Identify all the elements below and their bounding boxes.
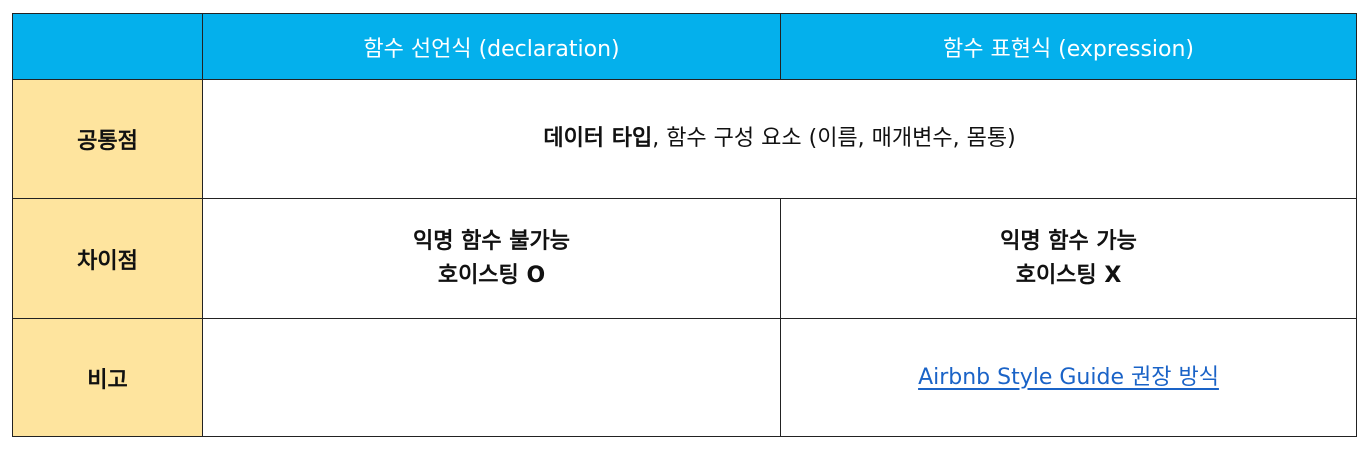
airbnb-style-guide-link[interactable]: Airbnb Style Guide 권장 방식 [918,364,1219,390]
common-cell: 데이터 타입, 함수 구성 요소 (이름, 매개변수, 몸통) [202,79,1357,199]
decl-anonymous-text: 익명 함수 불가능 [413,228,570,254]
header-row: 함수 선언식 (declaration) 함수 표현식 (expression) [12,13,1357,80]
note-declaration-cell [202,318,781,437]
decl-hoisting-text: 호이스팅 O [437,262,546,288]
expr-hoisting-text: 호이스팅 X [1015,262,1122,288]
header-expression: 함수 표현식 (expression) [780,13,1357,80]
common-bold-text: 데이터 타입 [543,126,653,151]
header-declaration: 함수 선언식 (declaration) [202,13,781,80]
note-expression-cell: Airbnb Style Guide 권장 방식 [780,318,1357,437]
comparison-table: 함수 선언식 (declaration) 함수 표현식 (expression)… [12,13,1357,437]
row-label-difference: 차이점 [12,198,203,319]
row-label-common: 공통점 [12,79,203,199]
common-rest-text: , 함수 구성 요소 (이름, 매개변수, 몸통) [652,126,1016,151]
table-row-common: 공통점 데이터 타입, 함수 구성 요소 (이름, 매개변수, 몸통) [12,79,1357,199]
table-row-difference: 차이점 익명 함수 불가능 호이스팅 O 익명 함수 가능 호이스팅 X [12,198,1357,319]
table-row-note: 비고 Airbnb Style Guide 권장 방식 [12,318,1357,437]
row-label-note: 비고 [12,318,203,437]
expr-anonymous-text: 익명 함수 가능 [1000,228,1137,254]
difference-declaration-cell: 익명 함수 불가능 호이스팅 O [202,198,781,319]
header-corner-cell [12,13,203,80]
difference-expression-cell: 익명 함수 가능 호이스팅 X [780,198,1357,319]
